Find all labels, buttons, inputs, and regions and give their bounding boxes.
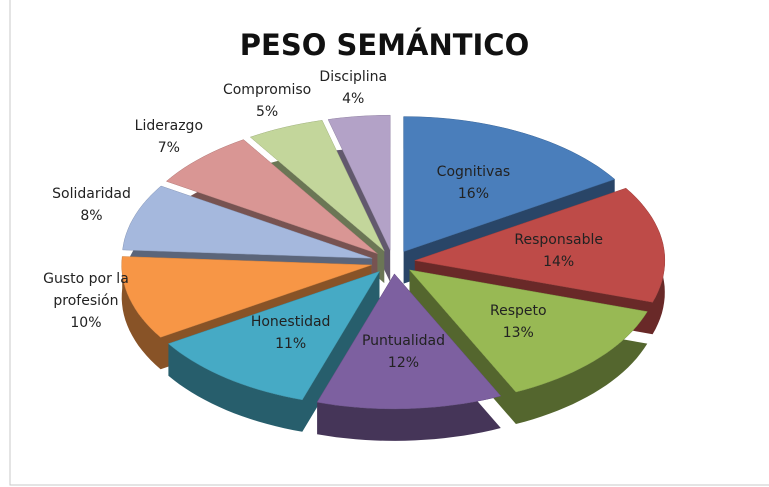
data-label: Disciplina 4% xyxy=(319,66,387,110)
data-label: Responsable 14% xyxy=(514,229,603,273)
category-label: Respeto xyxy=(489,302,547,319)
category-label: Liderazgo xyxy=(134,117,204,134)
data-label: Liderazgo 7% xyxy=(135,115,203,159)
category-label: Gusto por la profesión xyxy=(43,270,129,309)
data-label: Gusto por la profesión 10% xyxy=(31,268,141,334)
data-label: Honestidad 11% xyxy=(251,311,331,355)
slice xyxy=(414,187,666,303)
data-label: Puntualidad 12% xyxy=(362,330,445,374)
slice xyxy=(316,273,502,410)
category-label: Compromiso xyxy=(222,81,312,98)
category-label: Disciplina xyxy=(319,69,388,86)
frame xyxy=(9,0,769,486)
value-label: 4% xyxy=(342,91,365,108)
value-label: 14% xyxy=(543,253,575,270)
value-label: 7% xyxy=(157,139,180,156)
category-label: Puntualidad xyxy=(361,333,445,349)
value-label: 8% xyxy=(80,208,103,225)
slice xyxy=(167,270,381,401)
value-label: 11% xyxy=(275,336,307,353)
slice xyxy=(403,116,616,252)
slice xyxy=(408,269,648,393)
value-label: 12% xyxy=(387,355,420,371)
category-label: Responsable xyxy=(514,231,603,248)
slice xyxy=(165,139,378,254)
slice xyxy=(249,120,385,252)
category-label: Honestidad xyxy=(250,314,331,331)
data-label: Cognitivas 16% xyxy=(437,161,511,205)
slice xyxy=(327,114,391,251)
data-label: Solidaridad 8% xyxy=(52,183,131,227)
value-label: 16% xyxy=(457,185,489,202)
value-label: 13% xyxy=(502,324,534,341)
slice xyxy=(121,256,372,338)
data-label: Compromiso 5% xyxy=(223,79,311,123)
slice xyxy=(122,185,373,259)
value-label: 10% xyxy=(70,314,102,331)
category-label: Solidaridad xyxy=(52,186,131,203)
chart-title: PESO SEMÁNTICO xyxy=(239,28,530,62)
category-label: Cognitivas xyxy=(436,163,511,180)
data-label: Respeto 13% xyxy=(490,300,547,344)
value-label: 5% xyxy=(255,103,279,120)
